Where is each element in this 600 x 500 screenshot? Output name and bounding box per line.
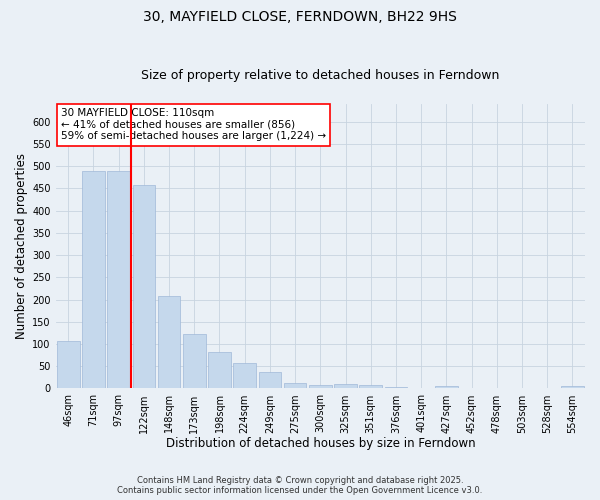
Bar <box>158 296 181 388</box>
X-axis label: Distribution of detached houses by size in Ferndown: Distribution of detached houses by size … <box>166 437 475 450</box>
Bar <box>57 341 80 388</box>
Bar <box>385 387 407 388</box>
Y-axis label: Number of detached properties: Number of detached properties <box>15 153 28 339</box>
Bar <box>233 363 256 388</box>
Bar <box>309 385 332 388</box>
Text: 30 MAYFIELD CLOSE: 110sqm
← 41% of detached houses are smaller (856)
59% of semi: 30 MAYFIELD CLOSE: 110sqm ← 41% of detac… <box>61 108 326 142</box>
Bar <box>208 352 231 389</box>
Bar <box>107 170 130 388</box>
Text: 30, MAYFIELD CLOSE, FERNDOWN, BH22 9HS: 30, MAYFIELD CLOSE, FERNDOWN, BH22 9HS <box>143 10 457 24</box>
Bar <box>183 334 206 388</box>
Bar <box>435 386 458 388</box>
Bar <box>133 185 155 388</box>
Bar <box>259 372 281 388</box>
Text: Contains HM Land Registry data © Crown copyright and database right 2025.
Contai: Contains HM Land Registry data © Crown c… <box>118 476 482 495</box>
Bar <box>334 384 357 388</box>
Bar <box>82 170 105 388</box>
Bar <box>359 385 382 388</box>
Bar <box>284 382 307 388</box>
Title: Size of property relative to detached houses in Ferndown: Size of property relative to detached ho… <box>141 69 500 82</box>
Bar <box>561 386 584 388</box>
